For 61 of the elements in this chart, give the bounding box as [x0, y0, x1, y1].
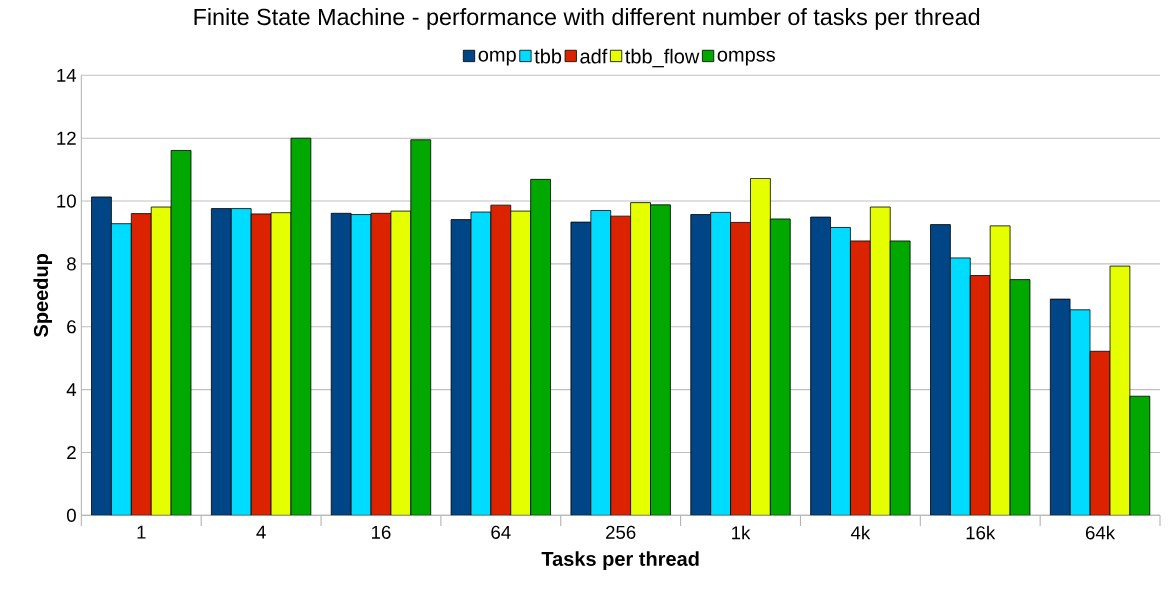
x-tick-label: 4k: [850, 525, 871, 540]
bar: [969, 275, 991, 516]
bar: [1129, 395, 1151, 516]
bar: [810, 216, 831, 516]
bar: [111, 223, 132, 516]
x-tick-label: 1k: [732, 525, 751, 540]
bar: [290, 137, 312, 516]
bar: [91, 196, 112, 516]
y-tick-label: 2: [67, 445, 76, 459]
bar: [610, 215, 632, 516]
bar: [470, 211, 492, 516]
x-tick-label: 1: [137, 525, 146, 539]
y-axis-title: Speedup: [33, 253, 53, 337]
bar: [930, 224, 951, 516]
bar: [830, 227, 851, 516]
bar: [949, 257, 971, 516]
bar: [350, 214, 372, 516]
bar: [1049, 298, 1071, 516]
bar: [410, 139, 432, 516]
y-tick-label: 8: [67, 257, 76, 271]
x-tick-label: 64: [491, 525, 511, 539]
y-tick-label: 10: [57, 194, 76, 208]
bar: [1069, 309, 1091, 516]
y-tick-label: 6: [67, 320, 76, 334]
x-tick-label: 16: [372, 525, 391, 539]
bar: [370, 212, 392, 516]
bar: [330, 212, 352, 516]
y-tick-label: 4: [66, 383, 77, 397]
x-tick-label: 64k: [1085, 525, 1116, 540]
y-tick-label: 0: [66, 508, 76, 522]
x-tick-label: 256: [606, 525, 636, 539]
y-tick-label: 12: [57, 131, 76, 145]
bar: [850, 240, 871, 516]
legend-label: tbb: [534, 48, 562, 64]
legend-label: ompss: [717, 50, 775, 66]
bar: [710, 211, 731, 516]
bar: [690, 214, 712, 516]
bar: [210, 208, 232, 516]
legend-label: omp: [478, 50, 516, 66]
bar: [769, 218, 791, 516]
bar: [650, 204, 671, 516]
x-axis-title: Tasks per thread: [541, 551, 699, 570]
bar: [170, 150, 192, 516]
legend-label: adf: [580, 48, 608, 64]
chart-title: Finite State Machine - performance with different number of tasks per thread: [194, 8, 980, 30]
bar: [490, 204, 512, 516]
bar: [889, 240, 911, 516]
x-tick-label: 4: [256, 525, 266, 539]
bar: [450, 219, 472, 516]
bar: [1089, 350, 1111, 516]
bar: [230, 208, 252, 516]
bar: [730, 222, 751, 516]
bar: [250, 213, 272, 516]
y-tick-label: 14: [57, 68, 77, 82]
bar: [130, 213, 152, 516]
bar: [590, 210, 612, 516]
bar: [530, 178, 551, 516]
bar: [1009, 279, 1031, 516]
legend-label: tbb_flow: [625, 48, 700, 68]
x-tick-label: 16k: [966, 525, 996, 540]
bar: [570, 221, 592, 516]
